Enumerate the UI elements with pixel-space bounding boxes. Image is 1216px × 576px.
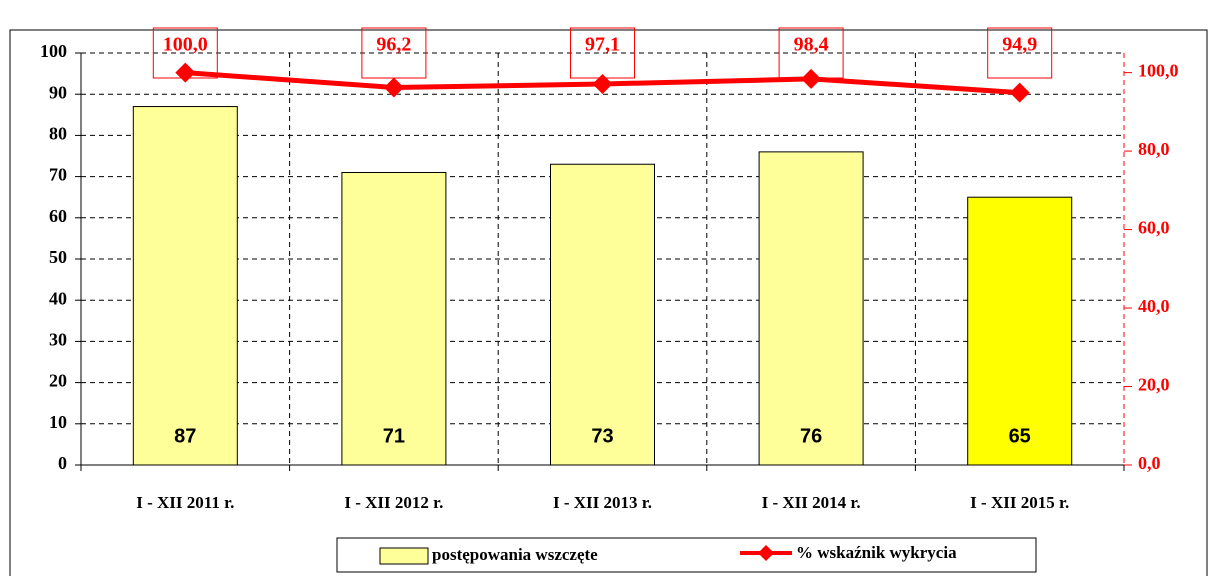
- y-tick-label: 100: [40, 41, 67, 61]
- x-tick-label: I - XII 2011 r.: [136, 493, 234, 512]
- bar: [967, 196, 1073, 466]
- legend-label: % wskaźnik wykrycia: [796, 543, 957, 562]
- label-box: [570, 27, 635, 79]
- x-tick-label: I - XII 2012 r.: [344, 493, 443, 512]
- y2-tick-label: 20,0: [1138, 375, 1170, 395]
- y2-tick-label: 100,0: [1138, 61, 1179, 81]
- y-tick-label: 90: [49, 82, 67, 102]
- y-tick-label: 20: [49, 371, 67, 391]
- x-tick-label: I - XII 2014 r.: [762, 493, 861, 512]
- line-label: 100,0: [163, 34, 208, 56]
- bar: [758, 151, 864, 466]
- bar-label: 76: [800, 425, 822, 447]
- y-tick-label: 50: [49, 247, 67, 267]
- bar-label: 73: [591, 425, 613, 447]
- y2-tick-label: 80,0: [1138, 139, 1170, 159]
- marker: [801, 68, 822, 89]
- y2-tick-label: 60,0: [1138, 218, 1170, 238]
- bar: [341, 171, 447, 466]
- label-box: [152, 27, 218, 79]
- line-label: 96,2: [376, 34, 411, 56]
- x-tick-label: I - XII 2015 r.: [970, 493, 1069, 512]
- y-tick-label: 40: [49, 288, 67, 308]
- y-tick-label: 0: [58, 453, 67, 473]
- legend-swatch: [379, 547, 429, 565]
- marker: [383, 77, 404, 98]
- line-label: 98,4: [794, 34, 829, 56]
- label-box: [361, 27, 427, 79]
- label-box: [778, 27, 844, 79]
- marker: [592, 73, 613, 94]
- legend-marker: [758, 545, 774, 561]
- x-tick-label: I - XII 2013 r.: [553, 493, 652, 512]
- line-label: 94,9: [1002, 34, 1037, 56]
- y2-tick-label: 0,0: [1138, 453, 1161, 473]
- bar-label: 65: [1009, 425, 1031, 447]
- legend-label: postępowania wszczęte: [432, 545, 598, 564]
- y-tick-label: 80: [49, 124, 67, 144]
- bar: [550, 163, 655, 466]
- bar: [132, 106, 238, 466]
- y-tick-label: 10: [49, 412, 67, 432]
- bar-label: 87: [174, 425, 196, 447]
- y-tick-label: 30: [49, 330, 67, 350]
- legend-box: [336, 537, 1037, 573]
- y2-tick-label: 40,0: [1138, 296, 1170, 316]
- marker: [1009, 82, 1030, 103]
- y-tick-label: 60: [49, 206, 67, 226]
- label-box: [987, 27, 1053, 79]
- bar-label: 71: [383, 425, 405, 447]
- y-tick-label: 70: [49, 165, 67, 185]
- line-label: 97,1: [585, 34, 620, 56]
